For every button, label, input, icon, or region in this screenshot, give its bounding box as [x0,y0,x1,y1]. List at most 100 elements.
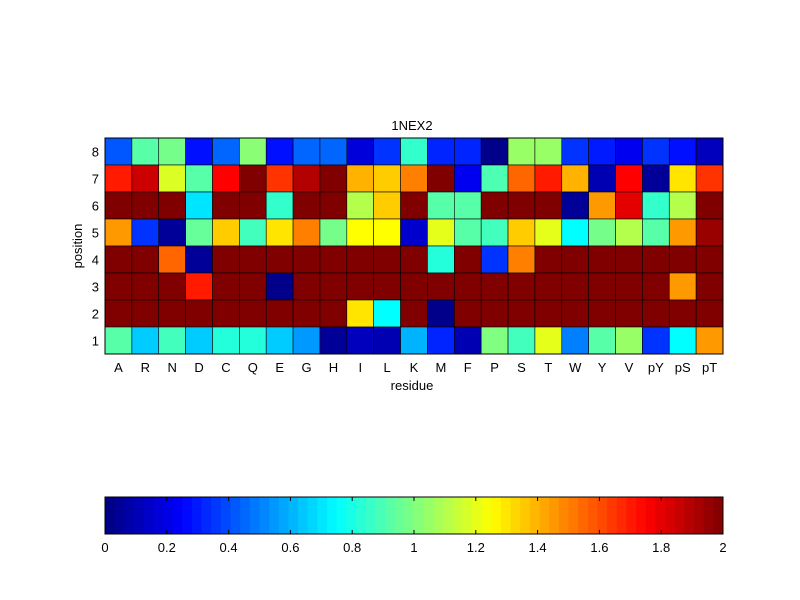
heatmap-cell [454,137,482,166]
x-tick-label: W [569,360,582,375]
heatmap-cell [507,299,536,328]
heatmap-cell [507,272,536,301]
heatmap-cell [292,326,321,355]
y-tick-label: 3 [92,280,99,295]
heatmap-cell [507,218,536,247]
colorbar-band [568,497,579,534]
heatmap-cell [346,326,374,355]
chart-title: 1NEX2 [391,118,432,133]
heatmap-cell [265,299,294,328]
heatmap-cell [642,164,670,193]
heatmap-cell [454,299,482,328]
heatmap-cell [319,164,348,193]
heatmap-cell [427,326,455,355]
heatmap-cell [265,245,294,274]
colorbar-band [587,497,598,534]
heatmap-cell [454,272,482,301]
heatmap-cell [615,164,643,193]
heatmap-cell [534,218,563,247]
heatmap-cell [104,191,133,220]
heatmap-cell [373,245,401,274]
heatmap-cell [185,299,213,328]
heatmap-cell [212,191,240,220]
colorbar-band [143,497,154,534]
heatmap-cell [615,245,643,274]
colorbar-band [394,497,405,534]
colorbar-band [616,497,627,534]
heatmap-cell [427,191,455,220]
heatmap-cell [158,191,186,220]
colorbar-band [288,497,299,534]
heatmap-cell [668,164,697,193]
colorbar-band [336,497,347,534]
heatmap-cell [346,137,374,166]
heatmap-cell [668,272,697,301]
plot-frame [104,137,724,355]
heatmap-cell [239,218,267,247]
heatmap-cell [373,326,401,355]
colorbar-band [182,497,193,534]
heatmap-cell [265,191,294,220]
colorbar-tick-label: 1.6 [590,540,608,555]
heatmap-cell [373,218,401,247]
heatmap-cell [507,164,536,193]
colorbar-band [278,497,289,534]
heatmap-cell [212,137,240,166]
heatmap-cell [480,326,509,355]
colorbar-band [307,497,318,534]
heatmap-cell [292,191,321,220]
heatmap-cell [319,299,348,328]
heatmap-cell [427,164,455,193]
heatmap-cell [265,326,294,355]
colorbar-band [240,497,251,534]
heatmap-cell [346,245,374,274]
colorbar-band [385,497,396,534]
y-axis-label: position [70,224,85,269]
heatmap-cell [239,137,267,166]
colorbar-band [703,497,714,534]
heatmap-cell [480,245,509,274]
colorbar-band [249,497,260,534]
heatmap-cell [265,218,294,247]
heatmap-cell [507,245,536,274]
x-tick-label: pT [702,360,717,375]
heatmap-cell [158,326,186,355]
colorbar-band [578,497,589,534]
colorbar-band [153,497,164,534]
colorbar-band [365,497,376,534]
colorbar-band [481,497,492,534]
heatmap-cell [480,218,509,247]
heatmap-cell [480,191,509,220]
colorbar-tick-label: 0.8 [343,540,361,555]
x-tick-label: G [301,360,311,375]
heatmap-cell [454,164,482,193]
heatmap-cell [534,299,563,328]
heatmap-cell [265,137,294,166]
heatmap-cell [561,218,589,247]
heatmap-cell [373,299,401,328]
x-axis-label: residue [391,378,434,393]
heatmap-cell [400,164,428,193]
heatmap-cell [158,164,186,193]
colorbar-band [211,497,222,534]
x-tick-label: H [329,360,338,375]
heatmap-cell [400,245,428,274]
heatmap-cell [185,272,213,301]
heatmap-cell [185,326,213,355]
x-tick-label: E [275,360,284,375]
heatmap-cell [427,218,455,247]
heatmap-cell [373,137,401,166]
heatmap-cell [588,245,616,274]
heatmap-cell [695,326,724,355]
heatmap-cell [212,218,240,247]
colorbar-band [423,497,434,534]
x-tick-label: D [194,360,203,375]
heatmap-cell [212,245,240,274]
heatmap-cell [588,299,616,328]
heatmap-cell [158,245,186,274]
heatmap-cell [480,299,509,328]
heatmap-cell [185,218,213,247]
heatmap-cell [561,245,589,274]
heatmap-cell [588,164,616,193]
heatmap-cell [346,164,374,193]
